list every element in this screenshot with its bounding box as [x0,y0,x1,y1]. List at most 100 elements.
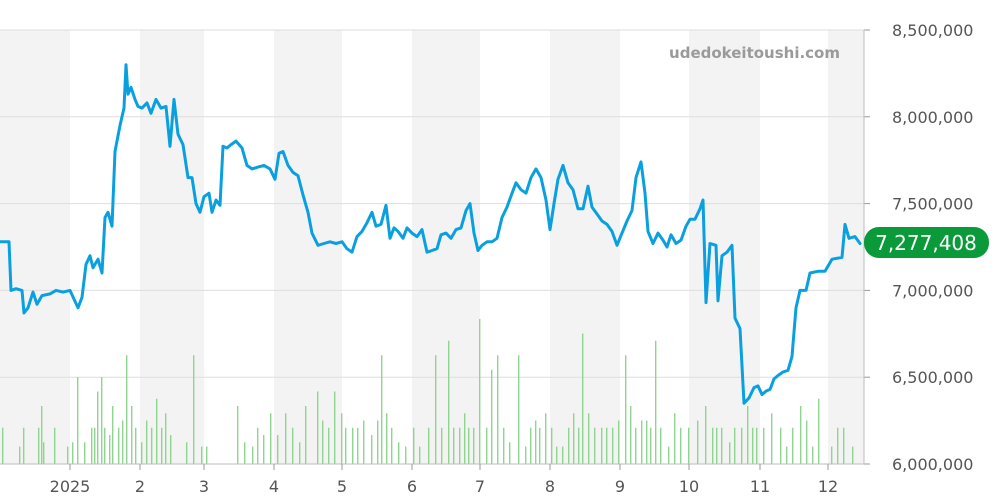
volume-bar [252,446,254,464]
volume-bar [386,413,388,464]
volume-bar [831,446,833,464]
volume-bar [72,442,74,464]
y-tick-label: 6,500,000 [892,368,973,387]
volume-bar [428,427,430,464]
y-tick-label: 7,000,000 [892,281,973,300]
volume-bar [371,435,373,464]
volume-bar [535,420,537,464]
volume-bar [377,420,379,464]
volume-bar [747,406,749,464]
volume-bar [646,420,648,464]
month-band [274,30,342,464]
month-bands [0,30,864,464]
series-line-group [0,63,862,405]
volume-bar [734,427,736,464]
volume-bar [435,355,437,464]
volume-bar [545,413,547,464]
volume-bar [812,446,814,464]
y-tick-label: 6,000,000 [892,455,973,474]
volume-bar [806,420,808,464]
volume-bar [578,427,580,464]
volume-bar [509,442,511,464]
volume-bar [650,427,652,464]
volume-bar [705,406,707,464]
watermark: udedokeitoushi.com [669,44,840,62]
volume-bar [305,406,307,464]
volume-bar [118,427,120,464]
volume-bar [67,446,69,464]
volume-bar [562,446,564,464]
volume-bar [54,427,56,464]
volume-bar [573,413,575,464]
volume-bar [391,427,393,464]
volume-bar [441,427,443,464]
volume-bar [97,391,99,464]
volume-bar [38,427,40,464]
volume-bar [680,427,682,464]
volume-bar [165,413,167,464]
volume-bar [299,442,301,464]
volume-bar [837,427,839,464]
volume-bar [77,377,79,464]
volume-bar [630,406,632,464]
volume-bar [363,420,365,464]
volume-bar [277,435,279,464]
volume-bar [612,427,614,464]
month-band [828,30,864,464]
volume-bar [322,420,324,464]
volume-bar [84,442,86,464]
volume-bar [752,427,754,464]
volume-bar [453,427,455,464]
volume-bar [756,427,758,464]
volume-bar [2,427,4,464]
volume-bar [468,427,470,464]
volume-bar [357,427,359,464]
volume-bar [741,427,743,464]
volume-bar [263,435,265,464]
volume-bar [655,340,657,464]
volume-bar [345,427,347,464]
volume-bar [104,427,106,464]
volume-bar [792,427,794,464]
volume-bar [109,435,111,464]
volume-bar [800,406,802,464]
volume-bar [41,406,43,464]
volume-bars [2,319,854,464]
volume-bar [334,391,336,464]
y-tick-label: 8,500,000 [892,21,973,40]
volume-bar [151,427,153,464]
volume-bar [551,427,553,464]
volume-bar [721,427,723,464]
volume-bar [91,427,93,464]
volume-bar [398,442,400,464]
volume-bar [697,420,699,464]
volume-bar [112,406,114,464]
volume-bar [193,355,195,464]
volume-bar [503,427,505,464]
volume-bar [771,413,773,464]
current-value-label: 7,277,408 [875,231,977,255]
volume-bar [244,442,246,464]
volume-bar [582,333,584,464]
volume-bar [161,427,163,464]
volume-bar [156,398,158,464]
volume-bar [257,427,259,464]
volume-bar [101,377,103,464]
volume-bar [23,427,25,464]
volume-bar [206,446,208,464]
volume-bar [539,427,541,464]
volume-bar [352,427,354,464]
x-tick-label: 3 [199,477,209,496]
volume-bar [588,413,590,464]
volume-bar [568,427,570,464]
volume-bar [270,413,272,464]
volume-bar [448,340,450,464]
volume-bar [131,406,133,464]
volume-bar [601,427,603,464]
volume-bar [459,427,461,464]
volume-bar [712,427,714,464]
volume-bar [94,427,96,464]
volume-bar [141,442,143,464]
volume-bar [317,391,319,464]
